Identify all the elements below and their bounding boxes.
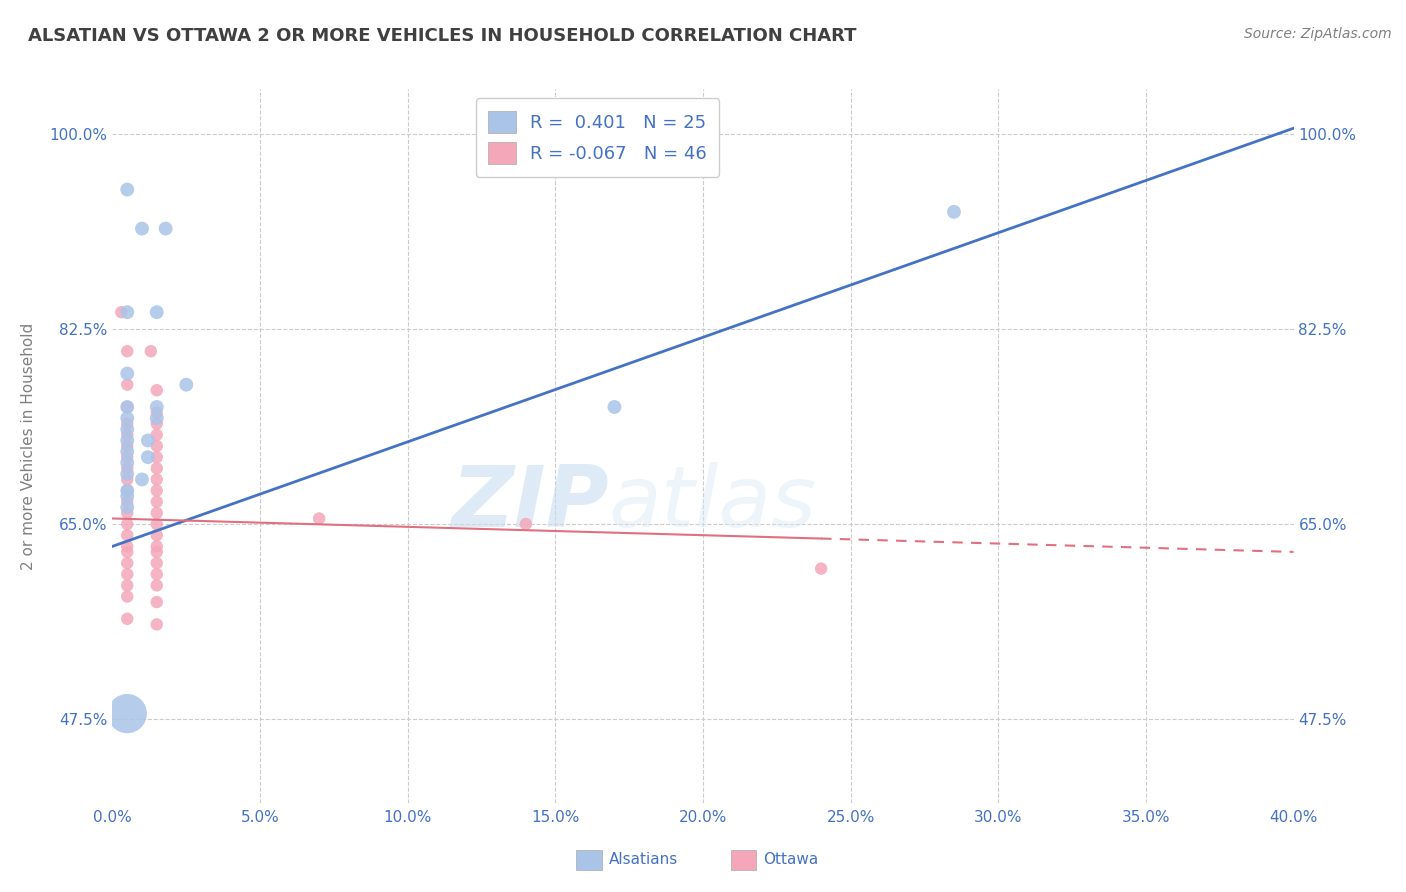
- Point: [117, 444, 138, 458]
- Point: [117, 434, 138, 448]
- Point: [117, 422, 138, 436]
- Point: [146, 539, 169, 553]
- Point: [146, 400, 169, 414]
- Point: [136, 450, 159, 465]
- Point: [155, 221, 177, 235]
- Point: [146, 450, 169, 465]
- Point: [146, 384, 169, 398]
- Point: [117, 517, 138, 532]
- Point: [117, 706, 138, 721]
- Point: [146, 405, 169, 420]
- Point: [117, 427, 138, 442]
- Point: [117, 483, 138, 498]
- Point: [117, 567, 138, 582]
- Legend: R =  0.401   N = 25, R = -0.067   N = 46: R = 0.401 N = 25, R = -0.067 N = 46: [475, 98, 720, 177]
- Text: Ottawa: Ottawa: [763, 853, 818, 867]
- Point: [117, 467, 138, 481]
- Point: [146, 556, 169, 570]
- Point: [117, 400, 138, 414]
- Point: [117, 450, 138, 465]
- Point: [117, 182, 138, 196]
- Point: [117, 461, 138, 475]
- Point: [146, 439, 169, 453]
- Point: [117, 528, 138, 542]
- Text: ZIP: ZIP: [451, 461, 609, 545]
- Point: [146, 617, 169, 632]
- Point: [117, 377, 138, 392]
- Point: [146, 528, 169, 542]
- Point: [146, 305, 169, 319]
- Text: atlas: atlas: [609, 461, 817, 545]
- Point: [146, 595, 169, 609]
- Point: [117, 417, 138, 431]
- Point: [131, 473, 153, 487]
- Point: [117, 305, 138, 319]
- Point: [110, 305, 132, 319]
- Point: [117, 400, 138, 414]
- Point: [810, 562, 832, 576]
- Point: [117, 456, 138, 470]
- Point: [146, 545, 169, 559]
- Point: [117, 439, 138, 453]
- Point: [146, 578, 169, 592]
- Text: Alsatians: Alsatians: [609, 853, 678, 867]
- Point: [146, 411, 169, 425]
- Point: [146, 494, 169, 508]
- Point: [117, 483, 138, 498]
- Point: [117, 489, 138, 503]
- Point: [146, 417, 169, 431]
- Point: [117, 494, 138, 508]
- Point: [308, 511, 330, 525]
- Text: Source: ZipAtlas.com: Source: ZipAtlas.com: [1244, 27, 1392, 41]
- Point: [146, 427, 169, 442]
- Point: [146, 461, 169, 475]
- Point: [117, 500, 138, 515]
- Point: [131, 221, 153, 235]
- Point: [117, 367, 138, 381]
- Point: [139, 344, 162, 359]
- Point: [117, 344, 138, 359]
- Point: [515, 517, 537, 532]
- Point: [117, 556, 138, 570]
- Point: [603, 400, 626, 414]
- Y-axis label: 2 or more Vehicles in Household: 2 or more Vehicles in Household: [21, 322, 35, 570]
- Text: ALSATIAN VS OTTAWA 2 OR MORE VEHICLES IN HOUSEHOLD CORRELATION CHART: ALSATIAN VS OTTAWA 2 OR MORE VEHICLES IN…: [28, 27, 856, 45]
- Point: [117, 411, 138, 425]
- Point: [146, 506, 169, 520]
- Point: [117, 473, 138, 487]
- Point: [117, 539, 138, 553]
- Point: [146, 567, 169, 582]
- Point: [942, 204, 965, 219]
- Point: [136, 434, 159, 448]
- Point: [117, 506, 138, 520]
- Point: [146, 517, 169, 532]
- Point: [117, 612, 138, 626]
- Point: [117, 590, 138, 604]
- Point: [146, 483, 169, 498]
- Point: [174, 377, 197, 392]
- Point: [117, 578, 138, 592]
- Point: [146, 473, 169, 487]
- Point: [117, 545, 138, 559]
